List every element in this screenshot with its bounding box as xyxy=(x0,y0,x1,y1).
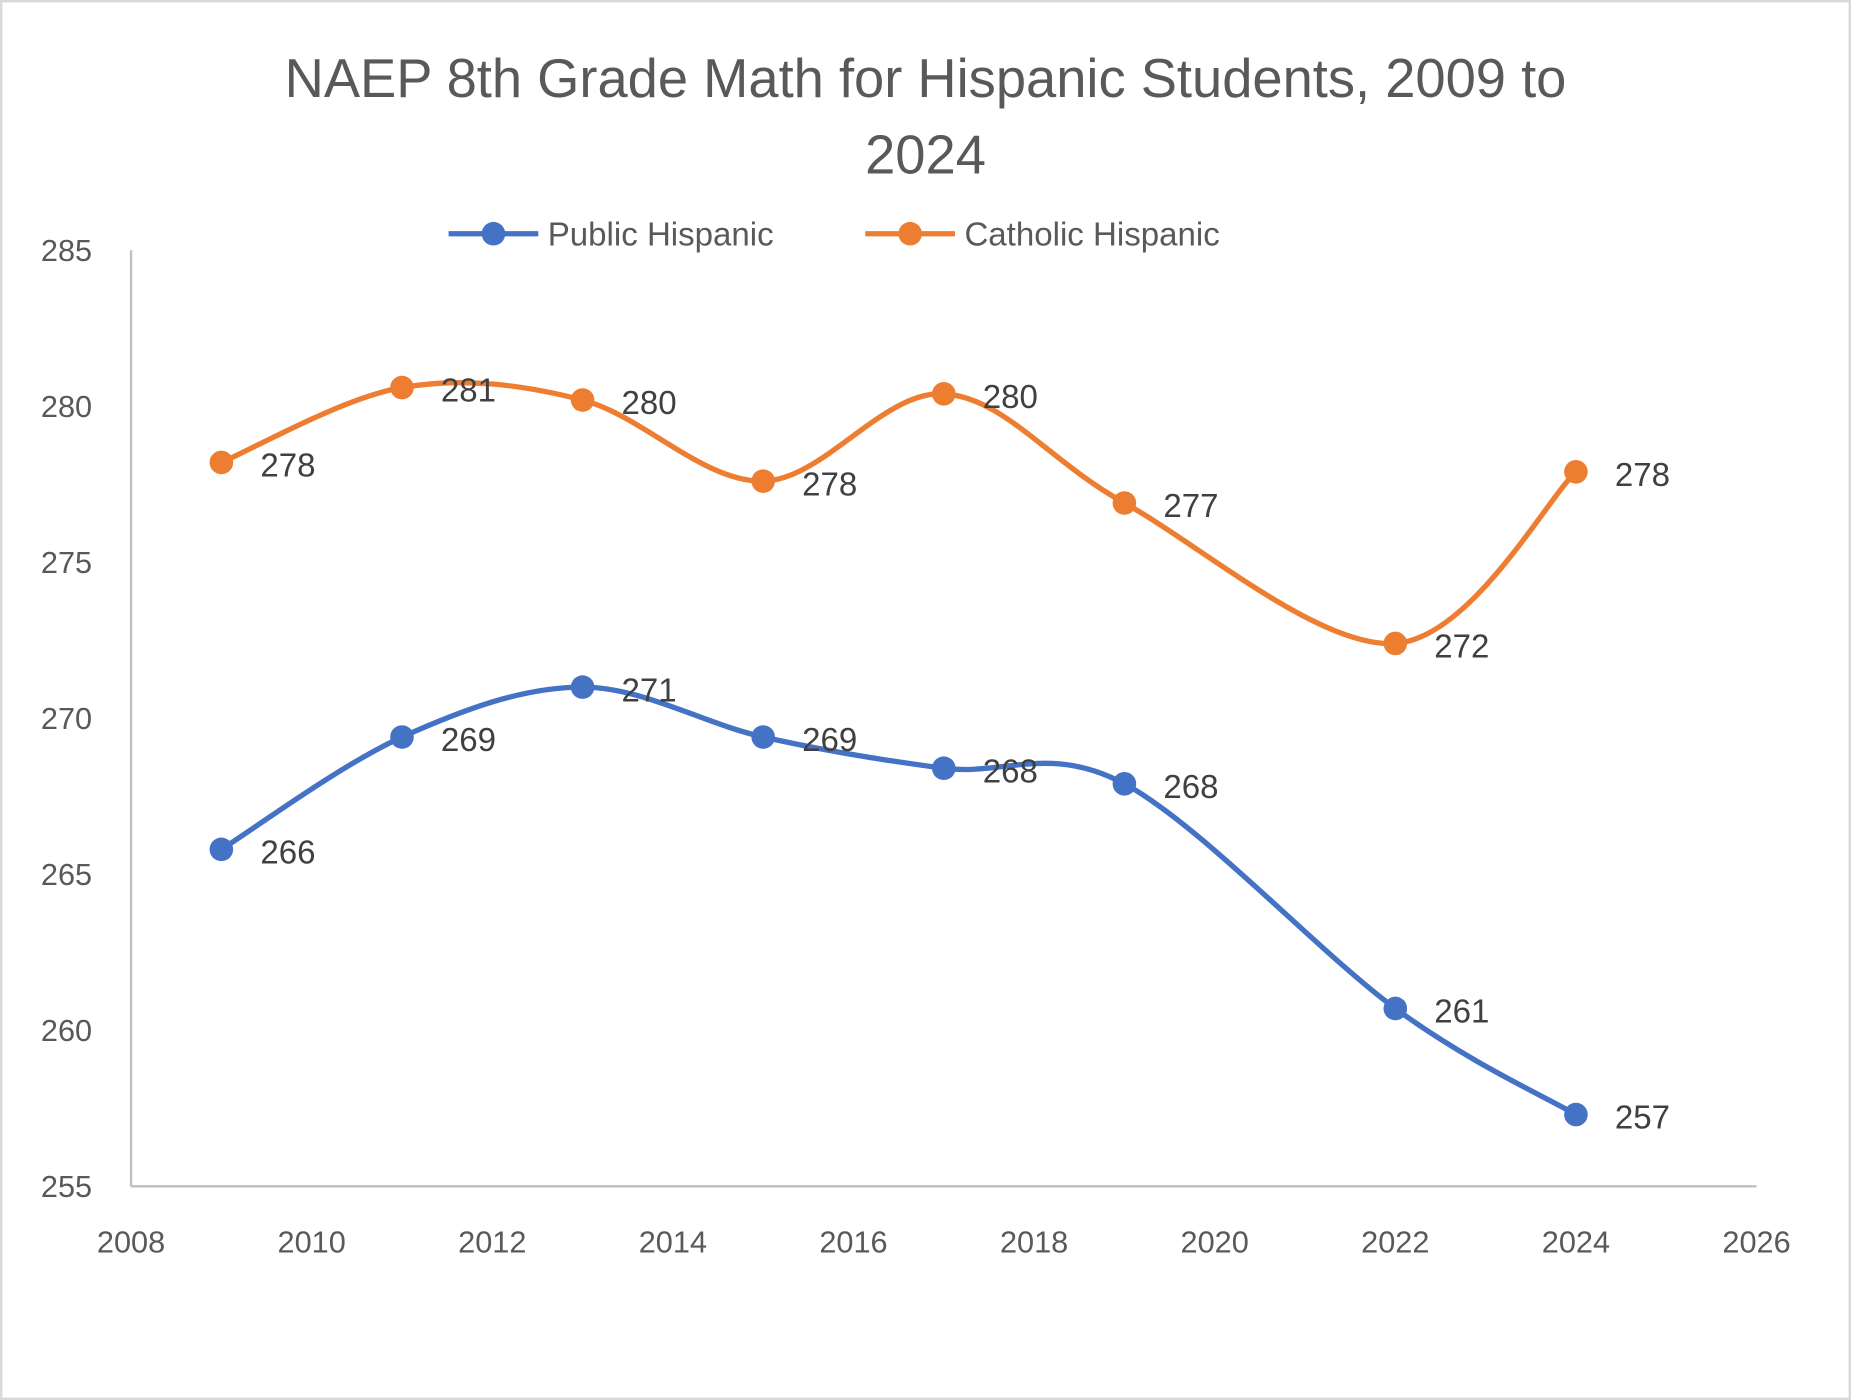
data-label-public-hispanic: 269 xyxy=(802,722,857,759)
data-label-public-hispanic: 266 xyxy=(260,835,315,872)
data-label-catholic-hispanic: 277 xyxy=(1163,488,1218,525)
x-tick-label: 2024 xyxy=(1542,1224,1610,1259)
chart-title-line-2: 2024 xyxy=(865,125,986,186)
data-point-catholic-hispanic xyxy=(390,375,414,400)
legend-label-public-hispanic: Public Hispanic xyxy=(548,217,774,254)
x-tick-label: 2012 xyxy=(458,1224,526,1259)
data-label-public-hispanic: 271 xyxy=(622,672,677,709)
data-label-public-hispanic: 257 xyxy=(1615,1100,1670,1137)
x-tick-label: 2020 xyxy=(1181,1224,1249,1259)
data-point-catholic-hispanic xyxy=(751,469,775,493)
data-point-public-hispanic xyxy=(1383,996,1408,1021)
legend-marker-catholic-hispanic xyxy=(898,221,922,246)
data-label-catholic-hispanic: 272 xyxy=(1434,629,1489,666)
legend-marker-public-hispanic xyxy=(481,221,506,246)
y-tick-label: 270 xyxy=(41,701,92,736)
x-tick-label: 2008 xyxy=(97,1224,165,1259)
y-tick-label: 255 xyxy=(41,1169,92,1204)
data-point-catholic-hispanic xyxy=(1383,631,1408,656)
x-tick-label: 2010 xyxy=(278,1224,346,1259)
data-point-public-hispanic xyxy=(570,675,595,699)
x-tick-label: 2014 xyxy=(639,1224,707,1259)
data-point-public-hispanic xyxy=(390,725,414,749)
data-label-public-hispanic: 268 xyxy=(1163,769,1218,806)
data-label-catholic-hispanic: 278 xyxy=(1615,457,1670,494)
data-point-catholic-hispanic xyxy=(1564,459,1588,484)
x-tick-label: 2026 xyxy=(1722,1224,1790,1259)
data-label-public-hispanic: 269 xyxy=(441,722,496,759)
y-tick-label: 260 xyxy=(41,1013,92,1048)
data-point-catholic-hispanic xyxy=(209,450,234,475)
data-label-public-hispanic: 261 xyxy=(1434,994,1489,1031)
data-point-catholic-hispanic xyxy=(570,388,595,412)
y-tick-label: 285 xyxy=(41,233,92,268)
data-point-catholic-hispanic xyxy=(1112,491,1137,515)
data-point-public-hispanic xyxy=(1564,1102,1588,1127)
data-label-catholic-hispanic: 278 xyxy=(260,448,315,485)
data-label-catholic-hispanic: 278 xyxy=(802,466,857,503)
y-tick-label: 275 xyxy=(41,545,92,580)
series-line-public-hispanic xyxy=(219,684,1578,1117)
data-point-public-hispanic xyxy=(751,725,775,749)
data-point-public-hispanic xyxy=(931,756,956,781)
x-tick-label: 2022 xyxy=(1361,1224,1429,1259)
y-tick-label: 265 xyxy=(41,857,92,892)
data-label-catholic-hispanic: 280 xyxy=(983,379,1038,416)
y-tick-label: 280 xyxy=(41,389,92,424)
data-point-public-hispanic xyxy=(1112,772,1137,796)
legend: Public Hispanic Catholic Hispanic xyxy=(448,217,1220,254)
data-point-public-hispanic xyxy=(209,837,234,862)
x-tick-label: 2016 xyxy=(819,1224,887,1259)
x-tick-label: 2018 xyxy=(1000,1224,1068,1259)
data-label-public-hispanic: 268 xyxy=(983,753,1038,790)
legend-label-catholic-hispanic: Catholic Hispanic xyxy=(964,217,1219,254)
chart-title-line-1: NAEP 8th Grade Math for Hispanic Student… xyxy=(285,48,1567,109)
data-point-catholic-hispanic xyxy=(931,381,956,406)
data-label-catholic-hispanic: 280 xyxy=(622,385,677,422)
data-label-catholic-hispanic: 281 xyxy=(441,373,496,410)
